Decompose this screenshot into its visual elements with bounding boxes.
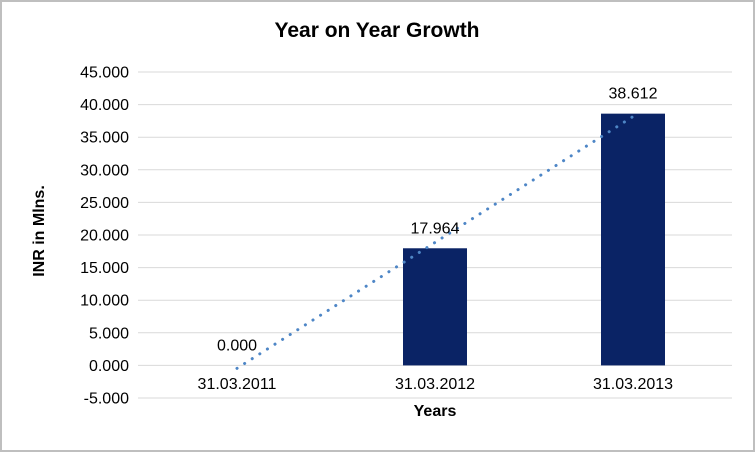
data-label: 0.000	[217, 337, 257, 354]
chart-title: Year on Year Growth	[274, 19, 480, 42]
y-tick-label: -5.000	[84, 391, 129, 408]
bar	[403, 248, 467, 366]
y-tick-label: 30.000	[80, 162, 129, 179]
data-label: 38.612	[609, 86, 658, 103]
y-tick-label: 25.000	[80, 195, 129, 212]
trendline	[235, 115, 635, 370]
y-tick-label: 45.000	[80, 65, 129, 82]
x-tick-label: 31.03.2012	[395, 376, 475, 393]
bar	[601, 113, 665, 366]
x-axis-title: Years	[413, 403, 457, 420]
data-label: 17.964	[411, 220, 460, 237]
y-tick-label: 5.000	[89, 325, 129, 342]
y-tick-label: 35.000	[80, 130, 129, 147]
y-tick-label: 0.000	[89, 358, 129, 375]
y-tick-label: 15.000	[80, 260, 129, 277]
y-tick-label: 10.000	[80, 293, 129, 310]
x-tick-label: 31.03.2011	[198, 376, 277, 393]
y-tick-label: 20.000	[80, 228, 129, 245]
x-tick-label: 31.03.2013	[593, 376, 673, 393]
y-tick-label: 40.000	[80, 97, 129, 114]
